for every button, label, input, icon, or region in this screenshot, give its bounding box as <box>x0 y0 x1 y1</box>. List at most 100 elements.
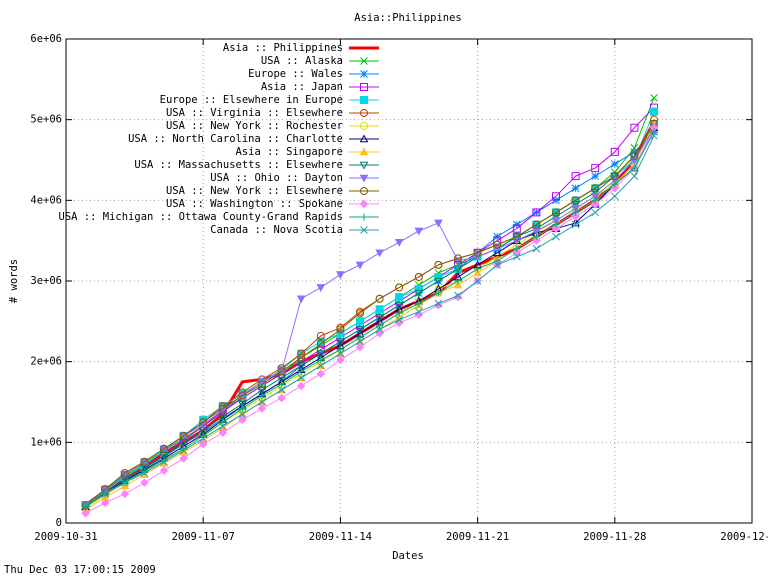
data-point <box>258 398 266 406</box>
legend-marker <box>359 174 369 183</box>
legend-marker <box>359 147 369 156</box>
data-point <box>532 236 541 245</box>
x-tick-label: 2009-11-14 <box>309 531 372 543</box>
legend-label: USA :: Virginia :: Elsewhere <box>166 107 343 119</box>
data-point <box>532 220 541 229</box>
legend-label: Asia :: Japan <box>261 81 343 93</box>
data-point <box>512 232 521 241</box>
data-point <box>414 272 423 281</box>
data-point <box>81 509 90 518</box>
legend-label: USA :: New York :: Rochester <box>166 120 343 132</box>
data-point <box>179 440 188 448</box>
data-point <box>591 172 600 180</box>
data-point <box>512 224 521 233</box>
data-point <box>591 208 600 217</box>
series-line <box>85 131 655 508</box>
data-point <box>296 381 306 391</box>
data-point <box>238 400 247 409</box>
legend-marker <box>359 122 369 130</box>
data-point <box>493 261 502 269</box>
data-point <box>355 309 365 318</box>
series-line <box>85 135 655 506</box>
x-tick-label: 2009-11-21 <box>446 531 509 543</box>
data-point <box>414 227 424 236</box>
data-point <box>630 148 639 156</box>
data-point <box>355 326 365 334</box>
data-point <box>120 489 130 499</box>
data-point <box>532 244 541 253</box>
data-point <box>571 220 580 229</box>
data-point <box>375 305 384 314</box>
legend-marker <box>359 134 369 143</box>
data-point <box>375 314 384 322</box>
legend-label: USA :: Washington :: Spokane <box>166 198 343 210</box>
data-point <box>336 325 345 334</box>
data-point <box>336 338 345 347</box>
x-tick-label: 2009-12-05 <box>720 531 768 543</box>
data-point <box>395 283 404 292</box>
data-point <box>590 193 600 201</box>
data-point <box>630 164 638 172</box>
legend-marker <box>359 187 369 195</box>
data-point <box>336 271 345 280</box>
legend-label: USA :: Massachusetts :: Elsewhere <box>134 159 343 171</box>
data-point <box>551 217 561 226</box>
data-point <box>473 268 482 277</box>
data-point <box>120 478 129 487</box>
data-point <box>493 232 502 241</box>
data-point <box>434 289 442 297</box>
data-point <box>571 172 580 181</box>
x-axis-label: Dates <box>392 550 424 562</box>
data-point <box>434 299 443 308</box>
data-point <box>650 94 658 102</box>
data-point <box>395 309 403 317</box>
data-point <box>649 115 659 124</box>
data-point <box>610 184 620 193</box>
y-tick-label: 1e+06 <box>30 436 62 448</box>
data-point <box>316 350 326 359</box>
legend-label: Asia :: Singapore <box>236 146 343 158</box>
data-point <box>199 418 208 427</box>
data-point <box>532 233 540 241</box>
data-point <box>590 188 600 197</box>
legend-label: USA :: North Carolina :: Charlotte <box>128 133 343 145</box>
data-point <box>258 392 266 400</box>
data-point <box>140 469 149 477</box>
y-axis-label: # words <box>8 259 20 303</box>
data-point <box>375 294 384 303</box>
data-point <box>316 331 325 340</box>
data-point <box>532 208 541 217</box>
data-point <box>257 404 267 413</box>
data-point <box>473 248 482 257</box>
data-point <box>316 369 326 378</box>
data-point <box>453 280 463 289</box>
data-point <box>610 192 619 201</box>
data-point <box>316 339 325 348</box>
data-point <box>297 367 305 375</box>
data-point <box>316 361 325 370</box>
data-point <box>100 498 110 508</box>
legend-label: USA :: Michigan :: Ottawa County-Grand R… <box>59 211 343 223</box>
y-tick-label: 6e+06 <box>30 33 62 45</box>
data-point <box>454 291 462 300</box>
data-point <box>219 418 227 426</box>
data-point <box>630 123 639 132</box>
data-point <box>159 466 169 475</box>
data-point <box>198 439 208 449</box>
data-point <box>395 293 404 302</box>
data-point <box>375 325 384 334</box>
data-point <box>650 128 658 136</box>
data-point <box>120 468 129 477</box>
data-point <box>610 147 619 156</box>
data-point <box>610 172 619 181</box>
data-point <box>454 277 462 285</box>
data-point <box>630 172 639 180</box>
data-point <box>238 415 247 424</box>
footer-timestamp: Thu Dec 03 17:00:15 2009 <box>4 564 156 576</box>
data-point <box>414 307 423 316</box>
data-point <box>590 200 600 209</box>
data-point <box>591 196 599 204</box>
data-point <box>218 404 227 413</box>
data-point <box>513 245 521 253</box>
data-point <box>179 446 188 455</box>
